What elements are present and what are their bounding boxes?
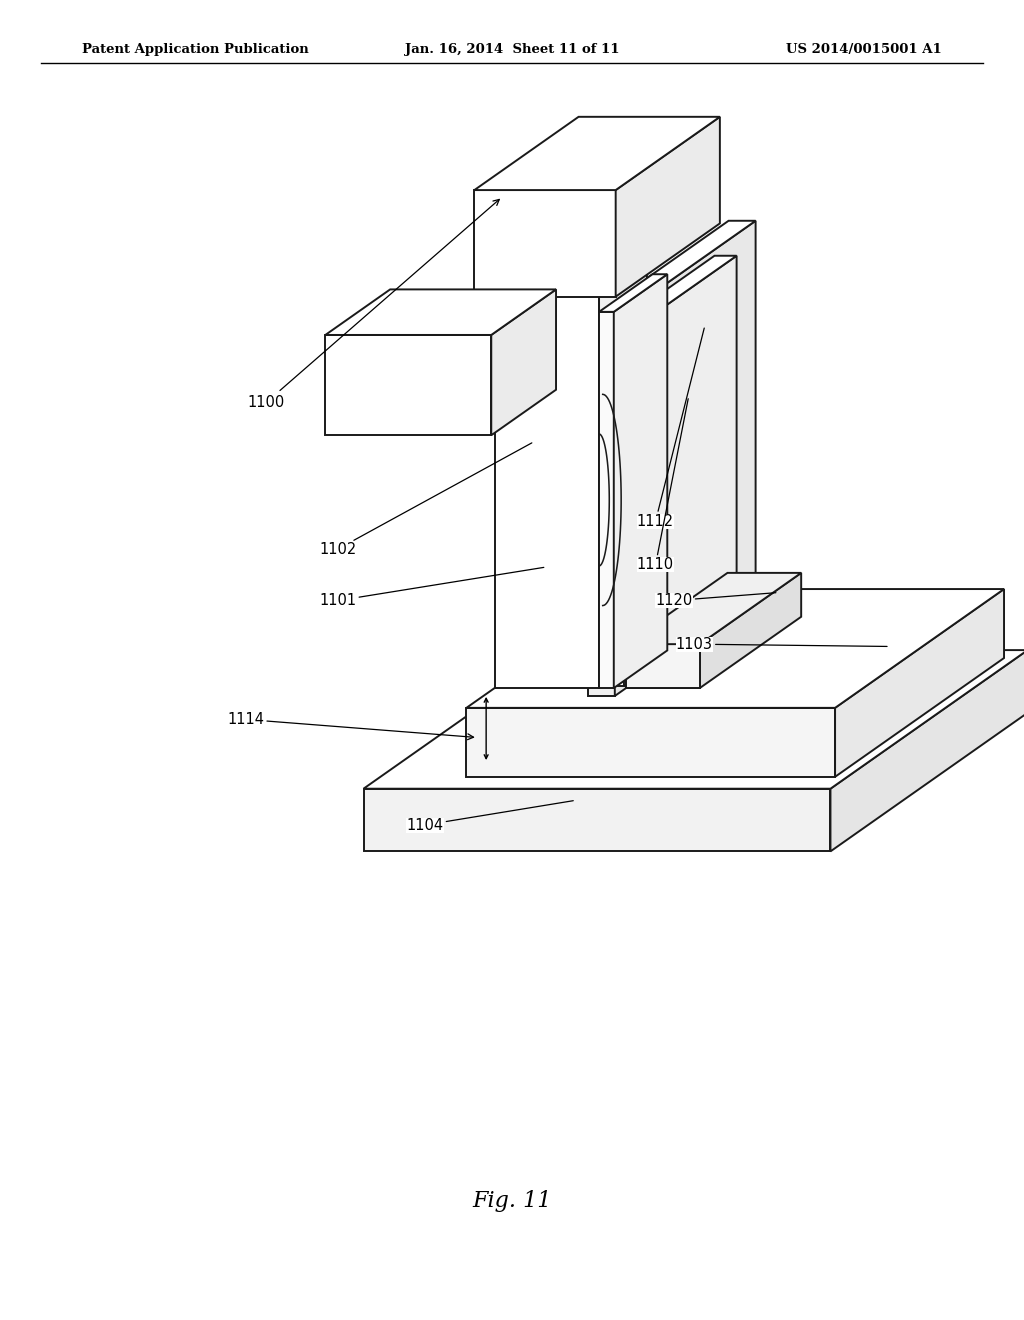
Polygon shape bbox=[495, 253, 647, 286]
Polygon shape bbox=[466, 589, 1004, 708]
Text: 1114: 1114 bbox=[227, 711, 473, 739]
Polygon shape bbox=[599, 312, 613, 688]
Text: Jan. 16, 2014  Sheet 11 of 11: Jan. 16, 2014 Sheet 11 of 11 bbox=[404, 44, 620, 55]
Polygon shape bbox=[830, 651, 1024, 851]
Polygon shape bbox=[326, 289, 556, 335]
Polygon shape bbox=[474, 190, 615, 297]
Polygon shape bbox=[614, 220, 756, 696]
Polygon shape bbox=[364, 651, 1024, 789]
Text: Patent Application Publication: Patent Application Publication bbox=[82, 44, 308, 55]
Polygon shape bbox=[835, 589, 1004, 776]
Text: 1100: 1100 bbox=[248, 199, 500, 411]
Polygon shape bbox=[615, 116, 720, 297]
Polygon shape bbox=[474, 116, 720, 190]
Polygon shape bbox=[364, 789, 830, 851]
Text: 1101: 1101 bbox=[319, 568, 544, 609]
Text: 1110: 1110 bbox=[637, 399, 688, 573]
Polygon shape bbox=[588, 220, 756, 319]
Polygon shape bbox=[326, 335, 492, 436]
Polygon shape bbox=[599, 275, 668, 312]
Polygon shape bbox=[626, 626, 675, 644]
Polygon shape bbox=[613, 275, 668, 688]
Text: 1102: 1102 bbox=[319, 444, 531, 557]
Text: US 2014/0015001 A1: US 2014/0015001 A1 bbox=[786, 44, 942, 55]
Text: 1103: 1103 bbox=[676, 636, 887, 652]
Polygon shape bbox=[602, 256, 736, 335]
Text: 1120: 1120 bbox=[655, 593, 776, 609]
Text: 1112: 1112 bbox=[637, 329, 705, 529]
Polygon shape bbox=[466, 708, 835, 776]
Polygon shape bbox=[626, 573, 801, 644]
Polygon shape bbox=[602, 335, 624, 686]
Polygon shape bbox=[495, 286, 599, 688]
Text: Fig. 11: Fig. 11 bbox=[472, 1191, 552, 1212]
Polygon shape bbox=[626, 644, 699, 688]
Polygon shape bbox=[588, 319, 614, 696]
Polygon shape bbox=[624, 256, 736, 686]
Polygon shape bbox=[599, 253, 647, 688]
Polygon shape bbox=[492, 289, 556, 436]
Polygon shape bbox=[699, 573, 801, 688]
Polygon shape bbox=[626, 644, 699, 688]
Text: 1104: 1104 bbox=[407, 801, 573, 833]
